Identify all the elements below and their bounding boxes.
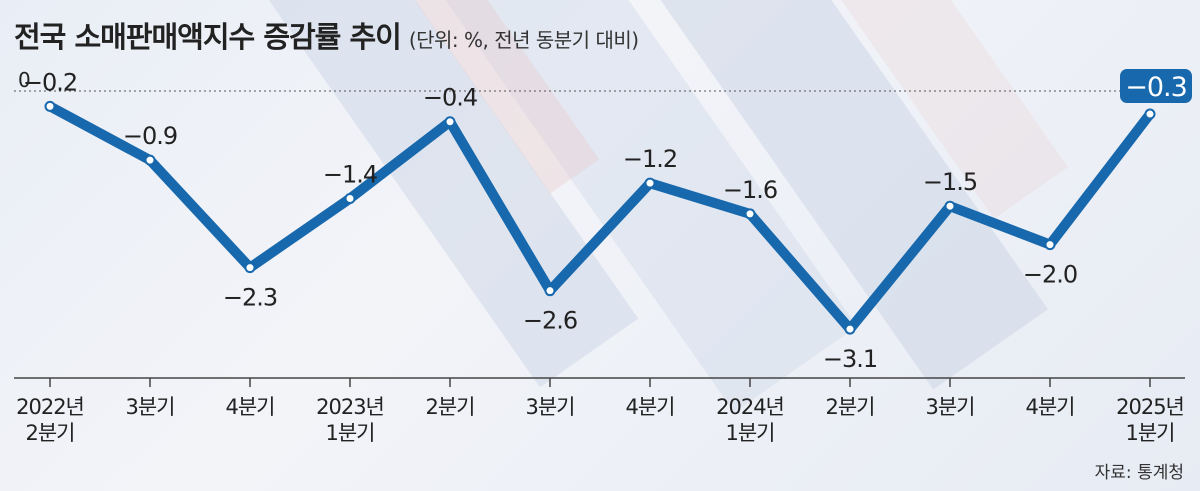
x-tick-label: 1분기 [1125,421,1174,445]
data-label: −2.0 [1023,261,1077,289]
unit-label: (단위: %, 전년 동분기 대비) [408,28,639,52]
x-tick-label: 1분기 [725,421,774,445]
x-tick-label: 1분기 [325,421,374,445]
zero-tick-label: 0 [18,68,31,92]
data-label: −1.6 [723,176,777,204]
x-tick-label: 2023년 [316,395,384,419]
x-tick-label: 4분기 [225,395,274,419]
data-label: −3.1 [823,345,877,373]
x-tick-label: 2025년 [1116,395,1184,419]
data-point [1044,239,1056,251]
source-label: 자료: 통계청 [1094,463,1184,483]
title-row: 전국 소매판매액지수 증감률 추이 (단위: %, 전년 동분기 대비) [14,14,639,56]
data-point [644,177,656,189]
data-label: −2.3 [223,284,277,312]
data-point [344,193,356,205]
highlight-label-box [1120,69,1192,104]
x-tick-label: 3분기 [925,395,974,419]
data-point [44,100,56,112]
x-tick-label: 3분기 [125,395,174,419]
data-point [244,262,256,274]
data-point [944,200,956,212]
data-point [144,154,156,166]
data-point [1144,108,1156,120]
x-tick-label: 3분기 [525,395,574,419]
data-label: −1.5 [923,168,977,196]
data-label: −1.2 [623,145,677,173]
series-line [45,101,1155,335]
x-tick-label: 4분기 [1025,395,1074,419]
x-tick-label: 2024년 [716,395,784,419]
data-point [844,323,856,335]
x-tick-label: 2분기 [825,395,874,419]
x-tick-label: 2분기 [425,395,474,419]
data-point [744,208,756,220]
chart-title: 전국 소매판매액지수 증감률 추이 [14,20,402,54]
data-label: −2.6 [523,307,577,335]
x-tick-label: 4분기 [625,395,674,419]
data-label-highlight: −0.3 [1125,72,1187,103]
x-tick-label: 2분기 [25,421,74,445]
data-label: −0.9 [123,122,177,150]
data-point [544,285,556,297]
data-label: −0.4 [423,84,477,112]
data-point [444,116,456,128]
data-label: −1.4 [323,161,377,189]
data-label: −0.2 [23,68,77,96]
x-tick-label: 2022년 [16,395,84,419]
